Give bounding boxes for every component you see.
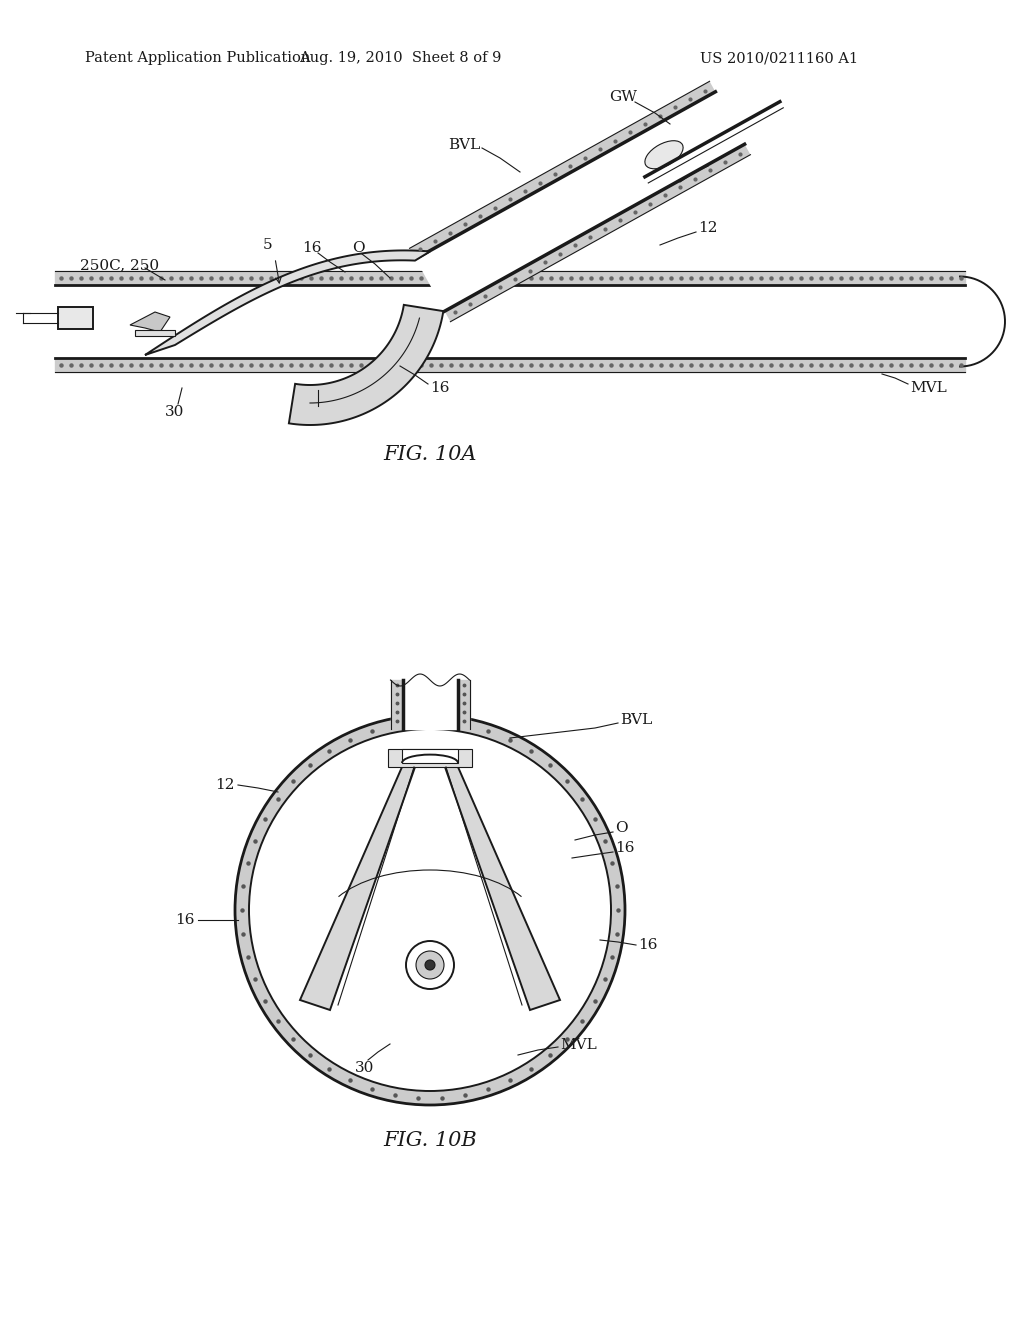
Polygon shape (444, 144, 751, 322)
Text: GW: GW (609, 90, 637, 104)
Polygon shape (145, 251, 430, 355)
Text: 30: 30 (355, 1061, 375, 1074)
Text: MVL: MVL (560, 1038, 597, 1052)
Text: MVL: MVL (910, 381, 947, 395)
Polygon shape (445, 767, 560, 1010)
Text: FIG. 10A: FIG. 10A (383, 446, 477, 465)
Text: O: O (351, 242, 365, 255)
Circle shape (416, 950, 444, 979)
Text: US 2010/0211160 A1: US 2010/0211160 A1 (700, 51, 858, 65)
Polygon shape (130, 312, 170, 333)
Circle shape (249, 729, 611, 1092)
Text: BVL: BVL (447, 139, 480, 152)
Text: 250C, 250: 250C, 250 (80, 257, 159, 272)
Text: 16: 16 (430, 381, 450, 395)
Text: BVL: BVL (620, 713, 652, 727)
Polygon shape (135, 330, 175, 337)
Text: 16: 16 (638, 939, 657, 952)
Ellipse shape (645, 141, 683, 169)
Circle shape (425, 960, 435, 970)
Polygon shape (58, 308, 93, 329)
Text: 12: 12 (698, 220, 718, 235)
Text: 5: 5 (263, 238, 272, 252)
Text: Aug. 19, 2010  Sheet 8 of 9: Aug. 19, 2010 Sheet 8 of 9 (299, 51, 501, 65)
Polygon shape (402, 748, 458, 763)
Text: 12: 12 (215, 777, 234, 792)
Polygon shape (416, 92, 744, 312)
Text: 32: 32 (305, 408, 325, 422)
Text: O: O (615, 821, 628, 836)
Polygon shape (388, 748, 472, 767)
Text: FIG. 10B: FIG. 10B (383, 1130, 477, 1150)
Polygon shape (289, 305, 443, 425)
Polygon shape (300, 767, 415, 1010)
Circle shape (406, 941, 454, 989)
Text: 30: 30 (165, 405, 184, 418)
Text: 16: 16 (175, 913, 195, 927)
Text: Patent Application Publication: Patent Application Publication (85, 51, 310, 65)
Text: 16: 16 (615, 841, 635, 855)
Polygon shape (410, 82, 716, 259)
Text: 32: 32 (710, 154, 729, 169)
Text: 16: 16 (302, 242, 322, 255)
Circle shape (234, 715, 625, 1105)
